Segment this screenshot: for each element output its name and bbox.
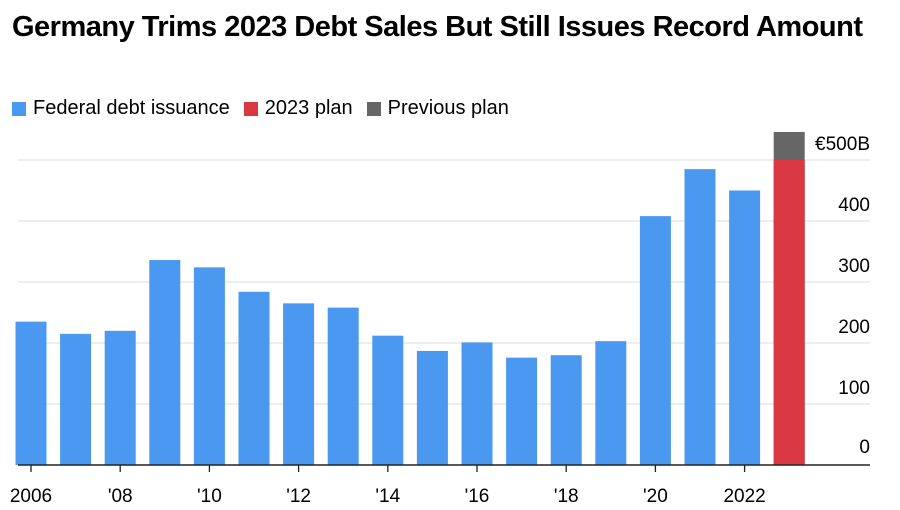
legend-item: 2023 plan (243, 97, 353, 120)
bar-2018-federal-debt-issuance (550, 355, 582, 465)
bar-2014-federal-debt-issuance (372, 335, 404, 465)
bar-2010-federal-debt-issuance (193, 267, 225, 465)
bar-2020-federal-debt-issuance (639, 216, 671, 465)
x-tick-label: '18 (554, 486, 579, 507)
bar-2008-federal-debt-issuance (104, 330, 136, 465)
legend-swatch (12, 101, 26, 116)
y-tick-label: 200 (838, 317, 870, 338)
legend-swatch (366, 101, 381, 116)
bar-2006-federal-debt-issuance (15, 321, 47, 465)
x-tick-label: 2006 (10, 486, 52, 507)
bar-2023-2023-plan (773, 160, 805, 465)
bar-2021-federal-debt-issuance (684, 169, 716, 465)
x-tick-label: '10 (197, 486, 222, 507)
y-tick-label: 0 (859, 437, 870, 458)
bar-2011-federal-debt-issuance (238, 291, 270, 465)
legend-item: Federal debt issuance (12, 97, 230, 120)
bar-2012-federal-debt-issuance (283, 303, 315, 465)
legend-swatch (243, 101, 258, 116)
y-tick-label: €500B (815, 134, 870, 155)
bar-2022-federal-debt-issuance (729, 190, 761, 465)
legend-label: Previous plan (387, 97, 509, 119)
legend: Federal debt issuance 2023 plan Previous p… (12, 97, 509, 120)
x-tick-label: '14 (375, 486, 400, 507)
bar-2017-federal-debt-issuance (506, 357, 538, 465)
legend-label: 2023 plan (264, 97, 353, 119)
chart-title: Germany Trims 2023 Debt Sales But Still … (12, 11, 863, 43)
bar-2016-federal-debt-issuance (461, 342, 493, 465)
y-tick-label: 100 (838, 378, 870, 399)
x-tick-label: 2022 (723, 486, 765, 507)
x-tick-label: '16 (465, 486, 490, 507)
legend-label: Federal debt issuance (33, 97, 230, 119)
bar-2013-federal-debt-issuance (327, 307, 359, 465)
x-tick-label: '20 (643, 486, 668, 507)
bar-2009-federal-debt-issuance (149, 260, 181, 465)
bar-2007-federal-debt-issuance (60, 333, 92, 465)
x-tick-label: '12 (286, 486, 311, 507)
bar-2019-federal-debt-issuance (595, 341, 627, 465)
bar-2015-federal-debt-issuance (416, 350, 448, 465)
x-tick-label: '08 (108, 486, 133, 507)
legend-item: Previous plan (366, 97, 509, 120)
y-tick-label: 400 (838, 195, 870, 216)
y-tick-label: 300 (838, 256, 870, 277)
